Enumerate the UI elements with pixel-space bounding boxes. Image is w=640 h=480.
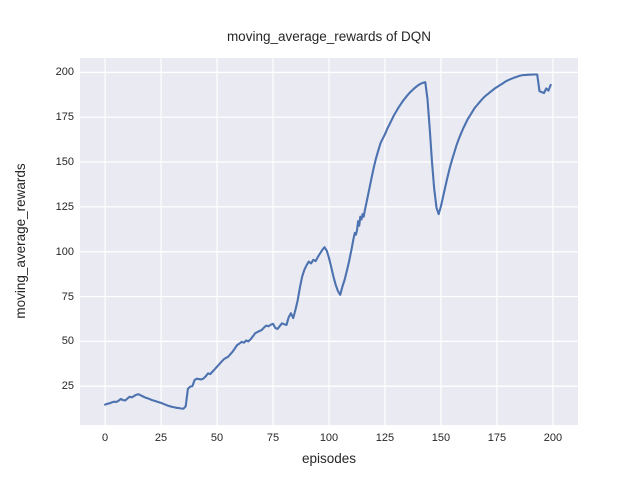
line-series <box>104 73 552 410</box>
x-tick-label: 0 <box>102 432 109 444</box>
y-tick-label: 200 <box>55 66 74 79</box>
y-tick-label: 100 <box>55 245 74 258</box>
x-tick-label: 150 <box>431 432 451 444</box>
x-tick-label: 175 <box>487 432 507 444</box>
x-axis-label: episodes <box>301 451 357 466</box>
y-tick-label: 175 <box>55 111 74 124</box>
y-tick-label: 50 <box>61 335 74 348</box>
x-tick-label: 200 <box>543 432 563 444</box>
y-axis-label: moving_average_rewards <box>13 163 28 319</box>
y-tick-label: 125 <box>55 200 74 213</box>
x-tick-label: 50 <box>210 432 224 444</box>
x-tick-label: 125 <box>375 432 395 444</box>
x-tick-label: 25 <box>154 432 168 444</box>
y-tick-label: 150 <box>55 156 74 169</box>
x-tick-label: 75 <box>266 432 280 444</box>
chart-title: moving_average_rewards of DQN <box>226 29 432 44</box>
y-tick-label: 25 <box>61 380 74 393</box>
x-tick-label: 100 <box>319 432 339 444</box>
y-tick-label: 75 <box>61 290 74 303</box>
